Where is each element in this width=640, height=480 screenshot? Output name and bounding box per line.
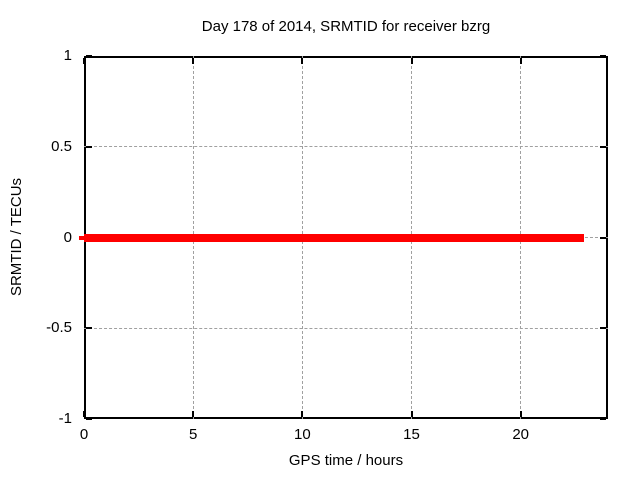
x-axis-label: GPS time / hours xyxy=(288,452,404,469)
chart-title: Day 178 of 2014, SRMTID for receiver bzr… xyxy=(201,18,491,35)
series-line-endcap xyxy=(79,235,84,240)
y-axis-tick-mirror xyxy=(600,418,606,420)
x-axis-tick-mirror xyxy=(301,58,304,64)
x-axis-tick xyxy=(519,411,522,417)
y-tick-label: -0.5 xyxy=(46,319,72,337)
y-axis-tick-mirror xyxy=(600,236,606,239)
x-axis-tick-mirror xyxy=(519,58,522,64)
y-axis-tick xyxy=(86,418,92,420)
x-tick-label: 20 xyxy=(512,426,529,443)
x-axis-tick xyxy=(301,411,304,417)
y-axis-tick xyxy=(86,55,92,57)
x-axis-tick-mirror xyxy=(410,58,413,64)
x-axis-tick xyxy=(83,411,85,417)
y-axis-tick xyxy=(86,327,92,330)
y-axis-tick xyxy=(86,145,92,148)
y-axis-tick-mirror xyxy=(600,145,606,148)
y-tick-label: 1 xyxy=(63,47,72,64)
x-axis-tick xyxy=(410,411,413,417)
x-tick-label: 0 xyxy=(79,426,89,443)
x-tick-label: 10 xyxy=(293,426,311,443)
h-gridline xyxy=(84,146,608,148)
y-tick-label: 0.5 xyxy=(51,137,72,155)
x-axis-tick xyxy=(192,411,195,417)
x-tick-label: 5 xyxy=(188,426,198,443)
series-line xyxy=(84,233,584,242)
x-axis-tick-mirror xyxy=(83,58,85,64)
y-axis-tick-mirror xyxy=(600,55,606,57)
x-tick-label: 15 xyxy=(403,426,420,443)
h-gridline xyxy=(84,327,608,329)
x-axis-tick-mirror xyxy=(192,58,195,64)
y-axis-tick-mirror xyxy=(600,327,606,330)
y-tick-label: -1 xyxy=(58,410,72,427)
y-tick-label: 0 xyxy=(63,228,72,246)
